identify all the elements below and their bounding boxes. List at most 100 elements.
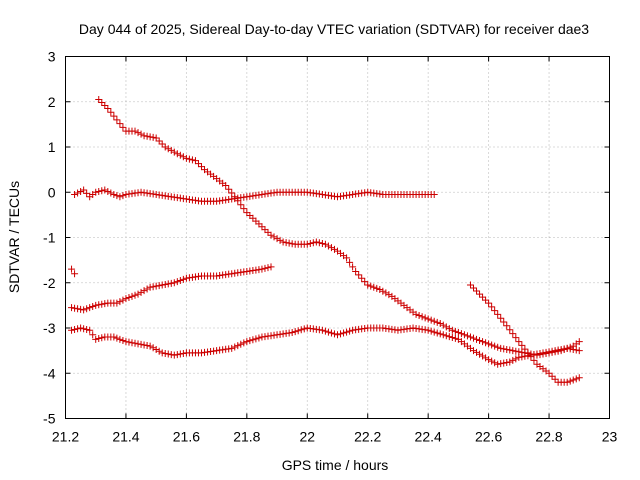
data-point xyxy=(448,326,456,334)
data-point xyxy=(330,330,338,338)
data-point xyxy=(424,315,432,323)
data-point xyxy=(454,329,462,337)
data-point xyxy=(92,188,100,196)
data-point xyxy=(98,300,106,308)
data-point xyxy=(536,349,544,357)
data-point xyxy=(95,335,103,343)
data-point xyxy=(473,287,481,295)
data-point xyxy=(92,301,100,309)
y-tick-label: -1 xyxy=(43,230,56,246)
data-point xyxy=(98,99,106,107)
data-point xyxy=(116,120,124,128)
data-point xyxy=(512,355,520,363)
data-point xyxy=(491,359,499,367)
data-point xyxy=(415,312,423,320)
data-point xyxy=(563,378,571,386)
data-point xyxy=(512,334,520,342)
data-point xyxy=(488,303,496,311)
y-tick-label: -4 xyxy=(43,365,56,381)
data-point xyxy=(557,345,565,353)
data-point xyxy=(494,360,502,368)
data-point xyxy=(134,340,142,348)
data-point xyxy=(83,305,91,313)
data-point xyxy=(107,189,115,197)
data-point xyxy=(545,369,553,377)
data-point xyxy=(143,132,151,140)
data-point xyxy=(71,270,79,278)
series-trace-late-segment xyxy=(466,281,583,386)
data-point xyxy=(497,344,505,352)
data-point xyxy=(113,192,121,200)
data-point xyxy=(152,282,160,290)
data-point xyxy=(246,337,254,345)
data-point xyxy=(497,360,505,368)
data-point xyxy=(228,344,236,352)
data-point xyxy=(548,347,556,355)
data-point xyxy=(291,328,299,336)
series-trace-descending xyxy=(95,95,583,359)
data-point xyxy=(255,334,263,342)
data-point xyxy=(167,146,175,154)
x-tick-label: 21.4 xyxy=(112,429,139,445)
data-point xyxy=(146,342,154,350)
data-point xyxy=(113,116,121,124)
data-point xyxy=(77,187,85,195)
data-point xyxy=(86,326,94,334)
data-point xyxy=(170,279,178,287)
data-point xyxy=(285,239,293,247)
data-point xyxy=(225,185,233,193)
data-point xyxy=(509,356,517,364)
data-point xyxy=(188,156,196,164)
data-point xyxy=(131,127,139,135)
data-point xyxy=(321,327,329,335)
data-point xyxy=(500,345,508,353)
data-point xyxy=(222,181,230,189)
data-point xyxy=(427,316,435,324)
x-tick-label: 21.2 xyxy=(52,429,79,445)
data-point xyxy=(161,143,169,151)
data-point xyxy=(122,338,130,346)
data-point xyxy=(306,240,314,248)
data-point xyxy=(518,341,526,349)
data-point xyxy=(137,340,145,348)
data-point xyxy=(155,282,163,290)
data-point xyxy=(101,186,109,194)
data-point xyxy=(101,300,109,308)
data-point xyxy=(355,271,363,279)
data-point xyxy=(98,187,106,195)
axis-ticks: 21.2 21.4 21.6 21.8 22 22.2 22.4 22.6 22.8 23-5-4… xyxy=(43,49,617,445)
data-point xyxy=(424,326,432,334)
data-point xyxy=(270,233,278,241)
data-point xyxy=(267,231,275,239)
data-point xyxy=(539,349,547,357)
data-point xyxy=(572,346,580,354)
data-point xyxy=(500,318,508,326)
data-point xyxy=(566,377,574,385)
data-point xyxy=(122,295,130,303)
data-point xyxy=(509,347,517,355)
data-point xyxy=(315,239,323,247)
data-point xyxy=(491,342,499,350)
data-point xyxy=(173,150,181,158)
data-point xyxy=(418,313,426,321)
chart-title: Day 044 of 2025, Sidereal Day-to-day VTE… xyxy=(79,21,589,37)
data-point xyxy=(68,326,76,334)
data-point xyxy=(506,326,514,334)
data-point xyxy=(128,339,136,347)
data-point xyxy=(466,281,474,289)
data-point xyxy=(518,353,526,361)
x-tick-label: 21.8 xyxy=(233,429,260,445)
data-point xyxy=(77,324,85,332)
data-point xyxy=(267,263,275,271)
data-point xyxy=(228,189,236,197)
data-point xyxy=(113,299,121,307)
data-point xyxy=(176,350,184,358)
data-point xyxy=(451,334,459,342)
data-point xyxy=(258,265,266,273)
data-point xyxy=(194,160,202,168)
data-point xyxy=(349,263,357,271)
data-point xyxy=(182,154,190,162)
data-point xyxy=(155,137,163,145)
data-point xyxy=(367,282,375,290)
data-point xyxy=(125,293,133,301)
